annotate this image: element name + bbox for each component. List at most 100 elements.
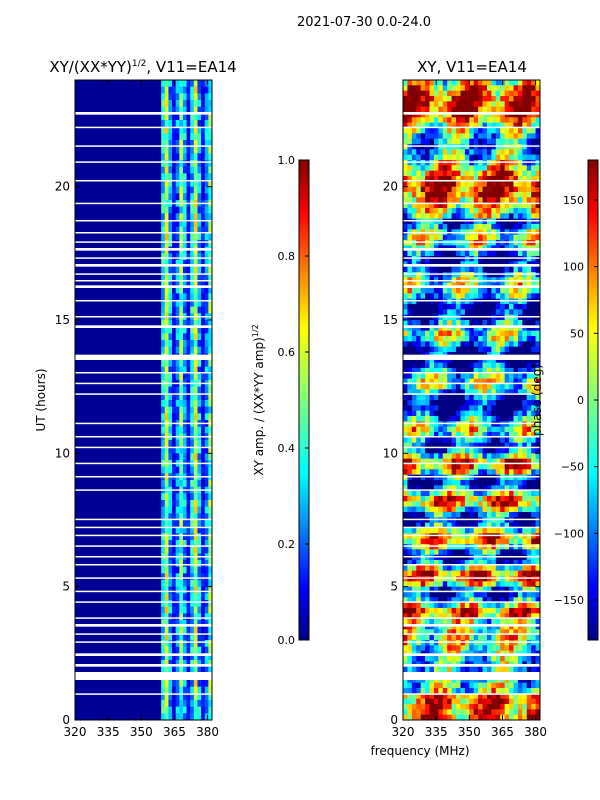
phase-heatmap-cell [482, 592, 488, 598]
phase-heatmap-cell [433, 341, 439, 347]
phase-heatmap-cell [526, 85, 532, 91]
phase-heatmap-cell [407, 368, 413, 374]
phase-heatmap-cell [442, 325, 448, 331]
amp-heatmap-cell [164, 400, 169, 407]
phase-heatmap-cell [504, 597, 510, 603]
phase-heatmap-cell [526, 80, 532, 86]
phase-heatmap-cell [522, 293, 528, 299]
amp-heatmap-cell [172, 253, 176, 261]
phase-heatmap-cell [478, 528, 483, 534]
amp-heatmap-cell [182, 480, 187, 487]
amp-heatmap-cell [190, 493, 195, 501]
phase-heatmap-cell [429, 464, 435, 470]
phase-heatmap-cell [482, 453, 488, 459]
phase-heatmap-cell [411, 410, 417, 417]
phase-heatmap-cell [442, 378, 448, 385]
amp-heatmap-cell [168, 606, 173, 614]
phase-heatmap-cell [456, 176, 461, 182]
phase-heatmap-cell [429, 581, 435, 587]
phase-heatmap-cell [473, 570, 479, 577]
amp-heatmap-cell [197, 526, 202, 534]
phase-heatmap-cell [433, 549, 439, 555]
phase-heatmap-cell [486, 128, 492, 134]
phase-heatmap-cell [509, 117, 514, 123]
phase-heatmap-cell [517, 378, 523, 385]
phase-heatmap-cell [416, 416, 421, 422]
phase-heatmap-cell [495, 149, 501, 155]
phase-heatmap-cell [411, 128, 417, 134]
phase-heatmap-cell [535, 538, 541, 545]
phase-heatmap-cell [522, 234, 528, 241]
phase-heatmap-cell [438, 464, 444, 470]
phase-heatmap-cell [451, 682, 457, 689]
phase-heatmap-cell [416, 106, 421, 113]
phase-heatmap-cell [425, 624, 430, 630]
phase-heatmap-cell [438, 320, 444, 326]
amp-heatmap-cell [164, 493, 169, 501]
amp-heatmap-cell [201, 520, 206, 527]
phase-heatmap-cell [500, 320, 505, 326]
phase-heatmap-cell [500, 528, 505, 534]
phase-heatmap-cell [438, 666, 444, 673]
phase-heatmap-cell [456, 80, 461, 86]
phase-heatmap-cell [460, 90, 466, 97]
phase-heatmap-cell [473, 325, 479, 331]
phase-heatmap-cell [429, 618, 435, 625]
amp-heatmap-cell [186, 440, 191, 447]
phase-heatmap-cell [473, 186, 479, 193]
phase-heatmap-cell [535, 560, 541, 566]
phase-heatmap-cell [407, 501, 413, 507]
amp-heatmap-cell [190, 686, 195, 694]
phase-heatmap-cell [429, 202, 435, 209]
amp-heatmap-cell [175, 480, 180, 487]
phase-heatmap-cell [522, 101, 528, 107]
phase-heatmap-cell [517, 549, 523, 555]
phase-heatmap-cell [416, 266, 421, 273]
phase-heatmap-cell [509, 586, 514, 593]
phase-heatmap-cell [491, 122, 497, 129]
amp-x-tick-label: 350 [130, 725, 153, 739]
amp-heatmap-cell [201, 593, 206, 601]
phase-heatmap-cell [504, 469, 510, 475]
phase-heatmap-cell [438, 426, 444, 433]
phase-heatmap-cell [407, 384, 413, 390]
phase-heatmap-cell [438, 330, 444, 337]
phase-heatmap-cell [451, 432, 457, 438]
phase-heatmap-cell [429, 154, 435, 161]
phase-heatmap-cell [429, 288, 435, 294]
phase-heatmap-cell [420, 85, 426, 91]
phase-heatmap-cell [456, 149, 461, 155]
phase-heatmap-cell [478, 437, 483, 443]
phase-heatmap-cell [451, 346, 457, 353]
amp-heatmap-cell [204, 220, 209, 227]
phase-heatmap-cell [531, 149, 536, 155]
phase-heatmap-cell [473, 96, 479, 102]
amp-heatmap-cell [208, 453, 213, 461]
phase-heatmap-cell [500, 90, 505, 97]
phase-heatmap-cell [491, 480, 497, 486]
phase-heatmap-cell [473, 288, 479, 294]
phase-heatmap-cell [456, 549, 461, 555]
phase-heatmap-cell [460, 170, 466, 177]
phase-heatmap-cell [500, 96, 505, 102]
phase-heatmap-cell [456, 389, 461, 395]
phase-heatmap-cell [447, 368, 452, 374]
phase-heatmap-cell [411, 453, 417, 459]
amp-heatmap-cell [186, 180, 191, 187]
phase-heatmap-cell [451, 362, 457, 369]
amp-heatmap-cell [204, 80, 209, 87]
phase-heatmap-cell [447, 186, 452, 193]
amp-heatmap-cell [197, 253, 202, 261]
phase-heatmap-cell [478, 618, 483, 625]
phase-heatmap-cell [500, 186, 505, 193]
phase-heatmap-cell [438, 656, 444, 662]
phase-heatmap-cell [420, 432, 426, 438]
amp-heatmap-cell [190, 546, 195, 554]
phase-heatmap-cell [522, 528, 528, 534]
amp-heatmap-cell [208, 626, 213, 634]
phase-heatmap-cell [469, 133, 475, 139]
phase-heatmap-cell [451, 330, 457, 337]
amp-heatmap-cell [182, 93, 187, 101]
phase-heatmap-cell [407, 618, 413, 625]
phase-heatmap-cell [403, 288, 408, 294]
